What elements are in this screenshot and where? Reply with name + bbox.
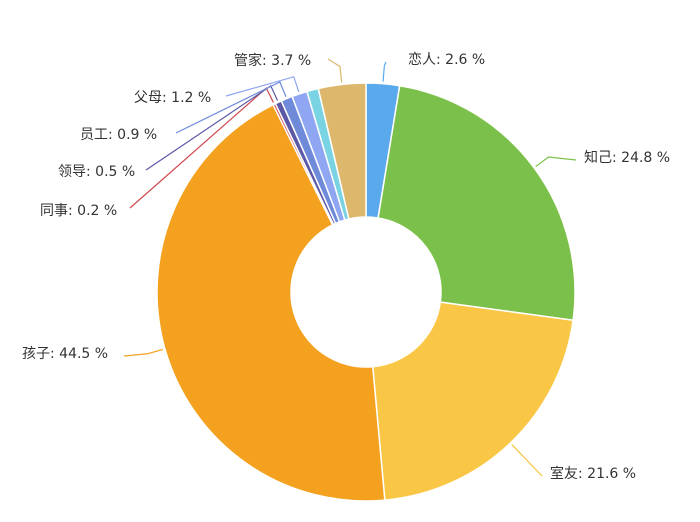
leader-line bbox=[123, 348, 164, 357]
donut-slices bbox=[156, 82, 576, 502]
slice-label-haizi: 孩子: 44.5 % bbox=[22, 346, 108, 362]
slice-label-lianren: 恋人: 2.6 % bbox=[408, 51, 485, 68]
leader-line bbox=[535, 156, 577, 168]
leader-line bbox=[511, 444, 543, 477]
slice-label-shiyou: 室友: 21.6 % bbox=[550, 465, 636, 482]
slice-label-tongshi: 同事: 0.2 % bbox=[40, 203, 117, 219]
slice-label-fumu: 父母: 1.2 % bbox=[134, 90, 211, 106]
slice-孩子[interactable] bbox=[156, 103, 386, 502]
slice-知己[interactable] bbox=[377, 84, 576, 322]
leader-line bbox=[382, 61, 387, 82]
slice-管家[interactable] bbox=[317, 82, 367, 220]
leader-line bbox=[225, 76, 300, 97]
slice-label-guanjia: 管家: 3.7 % bbox=[234, 52, 311, 69]
label-leader-lines bbox=[123, 58, 577, 477]
slice-label-lingdao: 领导: 0.5 % bbox=[58, 164, 135, 180]
slice-label-yuangong: 员工: 0.9 % bbox=[80, 127, 157, 143]
slice-labels: 恋人: 2.6 % 知己: 24.8 % 室友: 21.6 % 孩子: 44.5… bbox=[22, 51, 670, 482]
leader-line bbox=[175, 81, 287, 134]
slice-label-zhiji: 知己: 24.8 % bbox=[584, 149, 670, 166]
leader-line bbox=[327, 58, 343, 83]
slice-室友[interactable] bbox=[371, 301, 574, 501]
